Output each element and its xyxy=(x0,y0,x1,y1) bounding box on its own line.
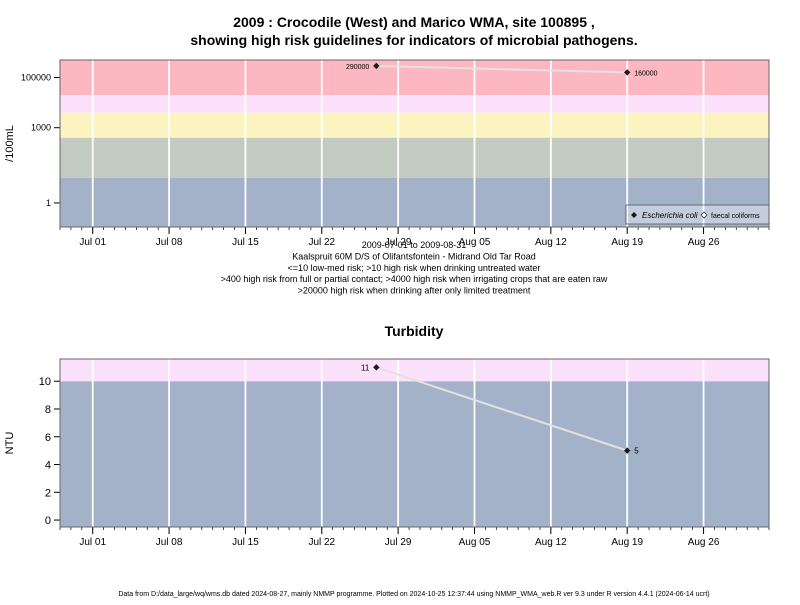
x-tick-label-8: Aug 19 xyxy=(611,237,643,248)
y-tick-label-3: 4 xyxy=(45,460,51,472)
turbidity-panel: Jul 01 Jul 08 Jul 15 Jul 22 Jul 29 Aug 05 Aug … xyxy=(4,358,770,548)
x-tick-label-6: Aug 05 xyxy=(459,537,491,548)
risk-band-1 xyxy=(60,381,769,527)
subtitle-line-5: >20000 high risk when drinking after onl… xyxy=(298,286,531,296)
y-tick-label-1: 1 xyxy=(46,198,51,208)
x-tick-label-4: Jul 22 xyxy=(308,237,335,248)
ecoli-panel: Jul 01 Jul 08 Jul 15 Jul 22 Jul 29 Aug 05 Aug … xyxy=(4,59,770,248)
data-label-1: 290000 xyxy=(346,64,369,71)
y-axis-label: NTU xyxy=(4,432,16,455)
x-tick-label-2: Jul 08 xyxy=(156,237,183,248)
plot-frame xyxy=(59,59,770,228)
data-label-1: 11 xyxy=(361,363,370,372)
x-tick-label-2: Jul 08 xyxy=(156,537,183,548)
y-axis-label: /100mL xyxy=(4,125,16,162)
y-tick-label-4: 6 xyxy=(45,432,51,444)
x-tick-label-3: Jul 15 xyxy=(232,537,259,548)
series-line-1 xyxy=(376,64,628,74)
data-point-1 xyxy=(373,364,380,371)
risk-band-5 xyxy=(60,60,769,96)
legend-marker-ecoli xyxy=(631,212,637,218)
y-tick-label-1: 0 xyxy=(45,515,51,527)
subtitle-line-2: Kaalspruit 60M D/S of Olifantsfontein - … xyxy=(292,251,535,261)
risk-band-3 xyxy=(60,112,769,138)
y-tick-label-5: 8 xyxy=(45,404,51,416)
footer-note: Data from D:/data_large/wq/wms.db dated … xyxy=(118,591,709,598)
series-line-1 xyxy=(376,366,628,452)
x-tick-label-1: Jul 01 xyxy=(79,237,106,248)
x-tick-label-5: Jul 29 xyxy=(385,237,412,248)
risk-band-2 xyxy=(60,137,769,178)
x-tick-label-6: Aug 05 xyxy=(459,237,491,248)
x-tick-label-9: Aug 26 xyxy=(688,537,720,548)
chart-title-line2: showing high risk guidelines for indicat… xyxy=(190,32,637,48)
y-tick-label-6: 10 xyxy=(39,376,51,388)
turbidity-title: Turbidity xyxy=(385,323,444,339)
data-label-2: 5 xyxy=(634,447,639,456)
subtitle-line-1: 2009-07-01 to 2009-08-31 xyxy=(362,240,467,250)
subtitle-line-3: <=10 low-med risk; >10 high risk when dr… xyxy=(288,263,541,273)
x-tick-label-9: Aug 26 xyxy=(688,237,720,248)
data-point-2 xyxy=(624,447,631,454)
data-point-2 xyxy=(624,69,631,76)
data-point-1 xyxy=(373,62,380,70)
x-tick-label-4: Jul 22 xyxy=(308,537,335,548)
x-tick-label-7: Aug 12 xyxy=(535,237,567,248)
risk-band-1 xyxy=(60,177,769,227)
x-tick-label-1: Jul 01 xyxy=(79,537,106,548)
risk-band-2 xyxy=(60,359,769,382)
legend-box xyxy=(625,204,770,225)
chart-title: 2009 : Crocodile (West) and Marico WMA, … xyxy=(233,14,595,30)
x-tick-label-3: Jul 15 xyxy=(232,237,259,248)
x-tick-label-5: Jul 29 xyxy=(385,537,412,548)
legend-entry-ecoli: Escherichia coli xyxy=(642,211,698,220)
y-tick-label-2: 1000 xyxy=(31,123,51,133)
x-tick-label-8: Aug 19 xyxy=(611,537,643,548)
plot-frame xyxy=(59,358,770,528)
subtitle-line-4: >400 high risk from full or partial cont… xyxy=(221,274,608,284)
risk-band-4 xyxy=(60,95,769,113)
legend-entry-faecal: faecal coliforms xyxy=(711,213,760,220)
legend: Escherichia coli faecal coliforms xyxy=(625,204,770,225)
x-tick-label-7: Aug 12 xyxy=(535,537,567,548)
y-tick-label-3: 100000 xyxy=(21,73,51,83)
data-label-2: 160000 xyxy=(634,70,657,77)
y-tick-label-2: 2 xyxy=(45,487,51,499)
legend-marker-faecal xyxy=(700,211,708,219)
